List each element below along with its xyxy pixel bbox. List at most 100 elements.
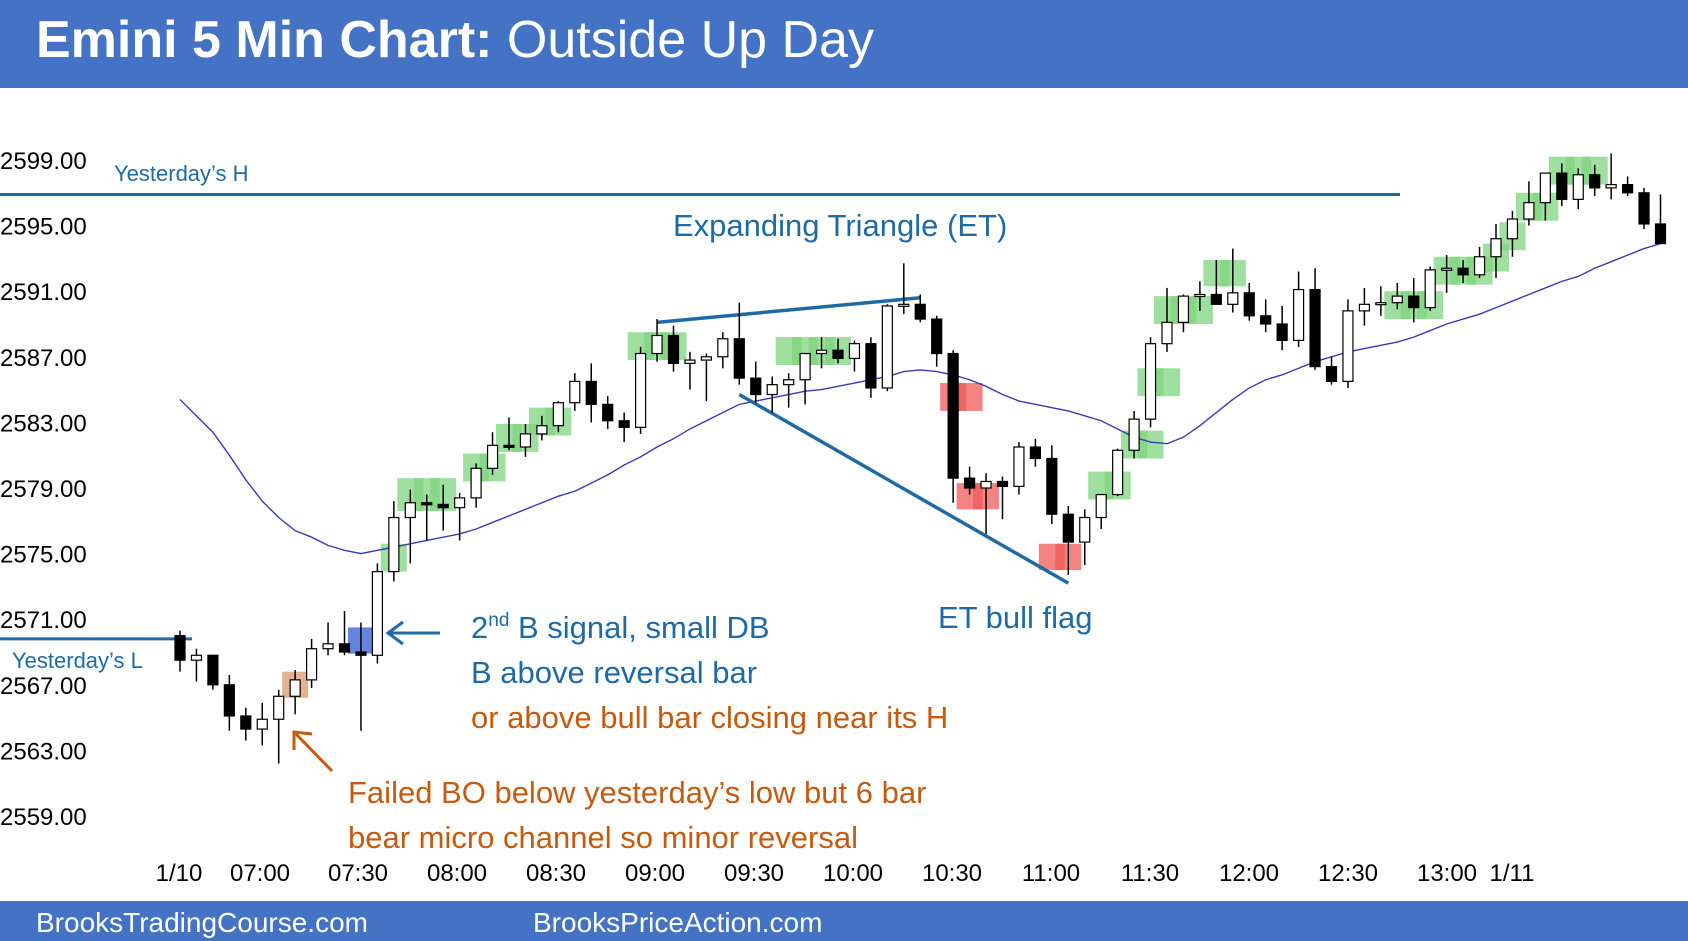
candle-body-bear (947, 352, 959, 479)
x-tick-label: 07:00 (230, 860, 290, 887)
x-tick-label: 11:30 (1121, 860, 1179, 887)
candle-body-bull (256, 718, 268, 730)
candle (1523, 181, 1535, 226)
y-tick-label: 2595.00 (0, 214, 87, 241)
candle-body-bull (898, 303, 910, 307)
candle-body-bull (536, 425, 548, 435)
x-tick-label: 13:00 (1417, 860, 1477, 887)
candle (1506, 210, 1519, 257)
candle (1408, 278, 1420, 323)
candle (240, 707, 252, 741)
candle (1572, 168, 1584, 210)
candle-body-bull (684, 359, 696, 364)
candle (322, 622, 334, 656)
candle-body-bull (552, 402, 564, 427)
candle (750, 361, 762, 403)
y-tick-label: 2583.00 (0, 410, 87, 437)
candle (1342, 299, 1354, 388)
candle-body-bear (1029, 446, 1042, 460)
trendline-2 (738, 393, 1070, 585)
candle (1473, 246, 1486, 279)
candle (832, 338, 844, 364)
candle (1309, 268, 1321, 370)
candle (914, 294, 926, 323)
candle (783, 373, 795, 408)
candle-body-bull (519, 433, 532, 448)
candle-body-bull (1079, 516, 1091, 543)
signal-line-1-rest: B signal, small DB (509, 610, 769, 645)
candle-body-bull (371, 571, 383, 656)
candle (174, 630, 186, 672)
x-tick-label: 1/10 (156, 860, 203, 887)
candle-body-bull (388, 516, 400, 573)
title-rest: Outside Up Day (492, 11, 874, 69)
candle (980, 473, 992, 534)
candle-body-bull (1523, 202, 1535, 220)
candle-body-bull (1441, 267, 1453, 271)
candle (1621, 176, 1634, 197)
candle (190, 648, 203, 682)
candle-body-bull (1572, 174, 1584, 200)
y-tick-label: 2563.00 (0, 738, 87, 765)
y-tick-labels: 2599.00 2595.00 2591.00 2587.00 2583.00 2579.… (0, 148, 87, 831)
candle (1227, 248, 1239, 313)
candle-body-bear (1408, 295, 1420, 309)
candle-body-bull (717, 338, 729, 358)
y-tick-label: 2599.00 (0, 148, 87, 175)
candle (1194, 281, 1206, 311)
highlight-box-green (1137, 430, 1164, 459)
x-tick-label: 09:00 (625, 860, 685, 887)
candle (667, 325, 680, 372)
candle-body-bear (1309, 288, 1321, 368)
candle-body-bull (289, 679, 301, 697)
y-tick-label: 2591.00 (0, 279, 87, 306)
candle-body-bull (404, 502, 416, 519)
title-bold: Emini 5 Min Chart: (36, 11, 493, 69)
candle (815, 337, 828, 369)
candle (1095, 493, 1107, 529)
candle (1424, 266, 1436, 311)
candle (470, 463, 482, 508)
candle (273, 689, 285, 764)
x-tick-label: 10:00 (823, 860, 883, 887)
candle-body-bull (881, 305, 893, 389)
candle-body-bear (1457, 267, 1469, 276)
candle-body-bear (223, 684, 235, 717)
y-tick-label: 2579.00 (0, 476, 87, 503)
candle-body-bull (1342, 310, 1354, 383)
candle (454, 492, 466, 541)
candle (1210, 260, 1222, 305)
candle-body-bear (1046, 457, 1058, 515)
candle (1441, 255, 1453, 293)
y-tick-label: 2571.00 (0, 607, 87, 634)
candle-body-bear (1260, 315, 1272, 325)
candle (1112, 448, 1124, 497)
candle (256, 702, 268, 746)
candle (1013, 442, 1025, 495)
candle-body-bull (1375, 302, 1387, 306)
failed-bo-line-2: bear micro channel so minor reversal (348, 820, 858, 855)
candle-body-bear (437, 503, 449, 509)
candle-body-bull (1506, 218, 1519, 240)
candle (306, 638, 318, 689)
candle-body-bear (1210, 293, 1222, 305)
candle-body-bull (470, 467, 482, 499)
candle (536, 415, 548, 441)
candle-body-bear (1243, 292, 1255, 317)
candle-body-bull (273, 695, 285, 720)
candle-body-bull (1358, 303, 1371, 312)
candle-body-bull (306, 648, 318, 681)
candle-body-bear (618, 420, 630, 428)
candle (585, 363, 597, 423)
candle (651, 319, 663, 362)
x-tick-label: 12:30 (1318, 860, 1378, 887)
candle-body-bear (750, 377, 762, 396)
candle-body-bull (1013, 446, 1025, 487)
candle-body-bull (799, 352, 811, 381)
candle-body-bull (1112, 449, 1124, 496)
candle (1358, 287, 1371, 326)
candle-body-bull (1473, 256, 1486, 276)
signal-line-1-num: 2 (471, 610, 488, 645)
candle (700, 353, 713, 402)
candle (1638, 187, 1650, 229)
